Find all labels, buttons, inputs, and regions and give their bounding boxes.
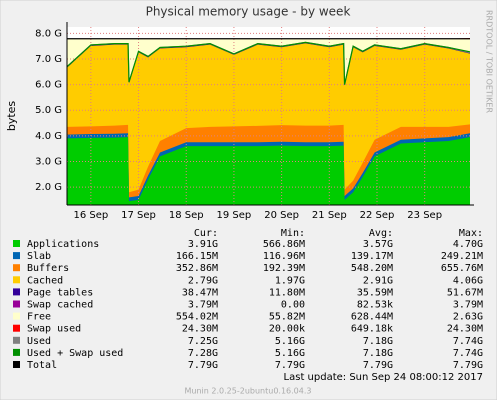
legend-label: Buffers <box>27 263 69 274</box>
legend-swatch <box>13 348 20 356</box>
footer: Munin 2.0.25-2ubuntu0.16.04.3 <box>185 387 312 396</box>
stat-value: 7.25G <box>188 336 218 347</box>
y-tick-label: 5.0 G <box>35 105 62 116</box>
stat-value: 7.74G <box>453 336 483 347</box>
stat-value: 1.97G <box>275 275 305 286</box>
stat-value: 35.59M <box>357 287 393 298</box>
side-label: RRDTOOL / TOBI OETIKER <box>485 10 494 113</box>
stat-value: 7.79G <box>363 360 393 371</box>
stat-value: 7.18G <box>363 348 393 359</box>
stat-value: 2.63G <box>453 312 483 323</box>
stat-value: 4.70G <box>453 239 483 250</box>
legend-swatch <box>13 312 20 320</box>
stat-value: 139.17M <box>351 251 393 262</box>
stat-value: 3.79M <box>453 300 483 311</box>
stat-value: 2.79G <box>188 275 218 286</box>
stat-value: 24.30M <box>182 324 218 335</box>
stat-value: 2.91G <box>363 275 393 286</box>
legend-label: Swap cached <box>27 300 93 311</box>
stat-value: 51.67M <box>447 287 483 298</box>
stat-value: 82.53k <box>357 300 393 311</box>
stats-header: Avg: <box>369 228 393 239</box>
legend-label: Applications <box>27 239 99 250</box>
stat-value: 352.86M <box>176 263 218 274</box>
stat-value: 3.57G <box>363 239 393 250</box>
legend-swatch <box>13 300 20 308</box>
stat-value: 7.18G <box>363 336 393 347</box>
legend-label: Used <box>27 336 51 347</box>
stat-value: 3.79M <box>188 300 218 311</box>
stat-value: 0.00 <box>281 300 305 311</box>
stat-value: 38.47M <box>182 287 218 298</box>
legend-label: Swap used <box>27 324 81 335</box>
legend-label: Free <box>27 312 51 323</box>
legend-label: Cached <box>27 275 63 286</box>
y-axis-label: bytes <box>5 101 18 132</box>
stat-value: 116.96M <box>263 251 305 262</box>
stat-value: 5.16G <box>275 336 305 347</box>
stat-value: 4.06G <box>453 275 483 286</box>
y-tick-label: 3.0 G <box>35 156 62 167</box>
x-tick-label: 16 Sep <box>73 210 108 221</box>
stat-value: 24.30M <box>447 324 483 335</box>
stats-header: Max: <box>459 228 483 239</box>
x-tick-label: 19 Sep <box>217 210 252 221</box>
legend-swatch <box>13 264 20 272</box>
stat-value: 7.79G <box>453 360 483 371</box>
x-tick-label: 17 Sep <box>121 210 156 221</box>
chart-title: Physical memory usage - by week <box>146 5 351 19</box>
area <box>67 137 470 205</box>
x-tick-label: 22 Sep <box>360 210 395 221</box>
stat-value: 548.20M <box>351 263 393 274</box>
stat-value: 249.21M <box>441 251 483 262</box>
legend-swatch <box>13 252 20 260</box>
stat-value: 649.18k <box>351 324 393 335</box>
legend-swatch <box>13 276 20 284</box>
x-tick-label: 23 Sep <box>407 210 442 221</box>
stat-value: 7.74G <box>453 348 483 359</box>
legend-swatch <box>13 240 20 247</box>
stat-value: 7.28G <box>188 348 218 359</box>
stats-header: Cur: <box>194 228 218 239</box>
stat-value: 192.39M <box>263 263 305 274</box>
stat-value: 655.76M <box>441 263 483 274</box>
stat-value: 3.91G <box>188 239 218 250</box>
legend-label: Total <box>27 360 57 371</box>
last-update: Last update: Sun Sep 24 08:00:12 2017 <box>284 372 483 383</box>
x-tick-label: 20 Sep <box>264 210 299 221</box>
y-tick-label: 4.0 G <box>35 131 62 142</box>
legend-label: Used + Swap used <box>27 348 123 359</box>
stat-value: 20.00k <box>269 324 305 335</box>
stat-value: 11.80M <box>269 287 305 298</box>
stat-value: 566.86M <box>263 239 305 250</box>
legend-swatch <box>13 336 20 344</box>
stat-value: 554.02M <box>176 312 218 323</box>
legend-swatch <box>13 361 20 368</box>
x-tick-label: 18 Sep <box>169 210 204 221</box>
stat-value: 628.44M <box>351 312 393 323</box>
legend-swatch <box>13 288 20 296</box>
x-tick-label: 21 Sep <box>312 210 347 221</box>
legend-label: Slab <box>27 251 51 262</box>
stat-value: 7.79G <box>275 360 305 371</box>
stat-value: 5.16G <box>275 348 305 359</box>
stat-value: 55.82M <box>269 312 305 323</box>
legend-label: Page tables <box>27 287 93 298</box>
stat-value: 166.15M <box>176 251 218 262</box>
stat-value: 7.79G <box>188 360 218 371</box>
line <box>67 41 470 85</box>
y-tick-label: 6.0 G <box>35 80 62 91</box>
y-tick-label: 7.0 G <box>35 54 62 65</box>
legend-swatch <box>13 324 20 332</box>
stats-header: Min: <box>281 228 305 239</box>
y-tick-label: 2.0 G <box>35 182 62 193</box>
y-tick-label: 8.0 G <box>35 28 62 39</box>
